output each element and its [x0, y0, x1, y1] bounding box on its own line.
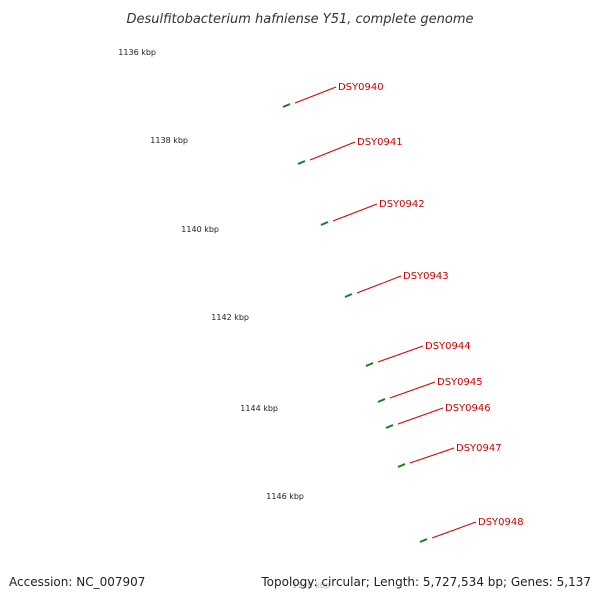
label-tick: [365, 362, 374, 367]
leader-line: [294, 86, 337, 104]
gene-label-1: DSY0940: [338, 82, 384, 93]
label-tick: [385, 424, 394, 429]
gene-label-3: DSY0942: [379, 199, 425, 210]
gene-label-9: DSY0948: [478, 517, 524, 528]
tick-label: 1142 kbp: [211, 313, 249, 322]
tick-label: 1148 kbp: [292, 581, 330, 590]
label-tick: [397, 463, 406, 468]
map-layer: 1136 kbp 1138 kbp 1140 kbp 1142 kbp 1144 kbp…: [118, 48, 524, 590]
tick-label: 1146 kbp: [266, 492, 304, 501]
leader-line: [397, 407, 444, 425]
gene-label-7: DSY0946: [445, 403, 491, 414]
label-tick: [297, 160, 306, 165]
gene-label-8: DSY0947: [456, 443, 502, 454]
tick-label: 1136 kbp: [118, 48, 156, 57]
leader-line: [431, 521, 477, 539]
tick-label: 1140 kbp: [181, 225, 219, 234]
leader-line: [332, 203, 378, 222]
leader-line: [389, 381, 436, 399]
genome-summary: Topology: circular; Length: 5,727,534 bp…: [260, 575, 591, 589]
gene-label-5: DSY0944: [425, 341, 471, 352]
leader-line: [409, 447, 455, 464]
label-tick: [320, 221, 329, 226]
tick-label: 1138 kbp: [150, 136, 188, 145]
label-tick: [419, 538, 428, 543]
tick-label: 1144 kbp: [240, 404, 278, 413]
label-tick: [344, 293, 353, 298]
accession-label: Accession: NC_007907: [9, 575, 145, 589]
gene-label-2: DSY0941: [357, 137, 403, 148]
gene-label-4: DSY0943: [403, 271, 449, 282]
leader-line: [356, 275, 402, 294]
gene-label-6: DSY0945: [437, 377, 483, 388]
leader-line: [309, 141, 356, 161]
genome-title: Desulfitobacterium hafniense Y51, comple…: [126, 12, 473, 27]
label-tick: [282, 103, 291, 108]
label-tick: [377, 398, 386, 403]
leader-line: [377, 345, 424, 363]
